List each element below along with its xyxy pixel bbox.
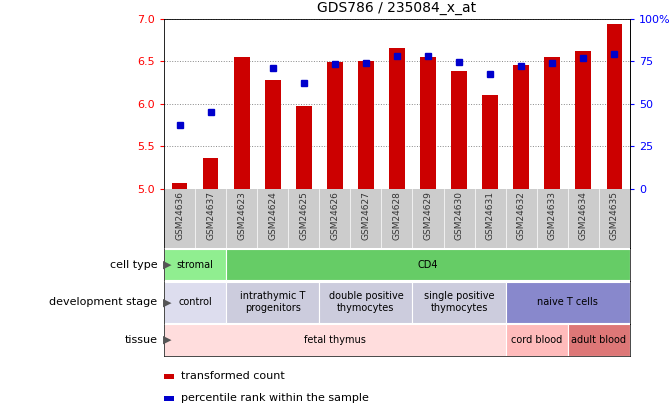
Text: fetal thymus: fetal thymus xyxy=(304,335,366,345)
Text: tissue: tissue xyxy=(125,335,157,345)
Text: adult blood: adult blood xyxy=(572,335,626,345)
Text: double positive
thymocytes: double positive thymocytes xyxy=(328,292,403,313)
Text: cell type: cell type xyxy=(110,260,157,270)
Text: GSM24624: GSM24624 xyxy=(268,191,277,240)
Bar xyxy=(327,62,342,189)
Text: control: control xyxy=(178,297,212,307)
Text: GSM24623: GSM24623 xyxy=(237,191,247,240)
Text: intrathymic T
progenitors: intrathymic T progenitors xyxy=(240,292,306,313)
Text: GSM24633: GSM24633 xyxy=(547,191,557,240)
Text: stromal: stromal xyxy=(177,260,214,270)
Text: percentile rank within the sample: percentile rank within the sample xyxy=(181,393,368,403)
Text: GSM24635: GSM24635 xyxy=(610,191,619,240)
Text: GSM24636: GSM24636 xyxy=(175,191,184,240)
Text: cord blood: cord blood xyxy=(511,335,562,345)
Bar xyxy=(513,66,529,189)
Bar xyxy=(545,57,560,189)
Bar xyxy=(164,249,226,280)
Text: GSM24626: GSM24626 xyxy=(330,191,340,240)
Text: development stage: development stage xyxy=(50,297,157,307)
Text: ▶: ▶ xyxy=(163,260,172,270)
Bar xyxy=(506,282,630,323)
Text: GSM24629: GSM24629 xyxy=(423,191,433,240)
Bar xyxy=(567,324,630,356)
Bar xyxy=(296,107,312,189)
Text: ▶: ▶ xyxy=(163,297,172,307)
Text: ▶: ▶ xyxy=(163,335,172,345)
Bar xyxy=(452,71,467,189)
Bar xyxy=(576,51,591,189)
Bar xyxy=(413,282,506,323)
Bar xyxy=(606,24,622,189)
Bar xyxy=(320,282,413,323)
Text: single positive
thymocytes: single positive thymocytes xyxy=(424,292,494,313)
Title: GDS786 / 235084_x_at: GDS786 / 235084_x_at xyxy=(318,1,476,15)
Bar xyxy=(226,282,320,323)
Bar xyxy=(506,324,567,356)
Bar xyxy=(358,61,374,189)
Bar xyxy=(389,48,405,189)
Text: GSM24634: GSM24634 xyxy=(579,191,588,240)
Bar xyxy=(234,57,249,189)
Bar xyxy=(420,57,436,189)
Text: GSM24631: GSM24631 xyxy=(486,191,494,240)
Bar xyxy=(164,282,226,323)
Bar xyxy=(265,80,281,189)
Text: GSM24627: GSM24627 xyxy=(361,191,371,240)
Bar xyxy=(482,95,498,189)
Text: GSM24632: GSM24632 xyxy=(517,191,526,240)
Text: GSM24637: GSM24637 xyxy=(206,191,215,240)
Text: GSM24630: GSM24630 xyxy=(454,191,464,240)
Text: naive T cells: naive T cells xyxy=(537,297,598,307)
Bar xyxy=(164,324,506,356)
Bar xyxy=(172,183,188,189)
Text: GSM24628: GSM24628 xyxy=(393,191,401,240)
Text: GSM24625: GSM24625 xyxy=(299,191,308,240)
Text: CD4: CD4 xyxy=(418,260,438,270)
Bar xyxy=(226,249,630,280)
Text: transformed count: transformed count xyxy=(181,371,285,381)
Bar xyxy=(203,158,218,189)
